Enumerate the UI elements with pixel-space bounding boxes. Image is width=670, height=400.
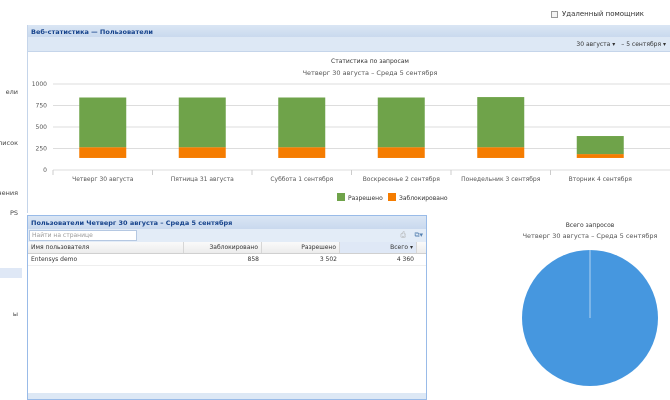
chart-subtitle: Четверг 30 августа – Среда 5 сентября: [303, 69, 438, 77]
bar-allowed: [178, 97, 226, 148]
column-header-blocked[interactable]: Заблокировано: [184, 242, 262, 253]
legend-swatch: [388, 193, 396, 201]
bar-blocked: [278, 147, 326, 158]
web-stats-panel: Веб-статистика — Пользователи 30 августа…: [27, 25, 670, 213]
date-to-dropdown[interactable]: – 5 сентября ▾: [621, 40, 666, 48]
column-header-user[interactable]: Имя пользователя: [28, 242, 184, 253]
y-tick-label: 1000: [32, 81, 47, 88]
sidebar-item[interactable]: ели: [5, 88, 18, 96]
chart-title: Статистика по запросам: [331, 58, 409, 65]
grid-header: Имя пользователя Заблокировано Разрешено…: [28, 242, 426, 254]
export-icon[interactable]: ⧉▾: [414, 231, 423, 239]
cell-user: Entensys demo: [31, 256, 78, 263]
pie-chart: Всего запросов Четверг 30 августа – Сред…: [522, 222, 658, 386]
column-header-total[interactable]: Всего ▾: [340, 242, 417, 253]
sidebar: ели список нения PS ы: [0, 0, 22, 400]
users-grid-panel: Пользователи Четверг 30 августа – Среда …: [27, 215, 427, 400]
table-row[interactable]: Entensys demo 858 3 502 4 360: [28, 254, 426, 266]
x-tick-label: Вторник 4 сентября: [569, 176, 633, 183]
bar-allowed: [79, 97, 127, 148]
print-icon[interactable]: ⎙: [400, 231, 406, 239]
date-from-dropdown[interactable]: 30 августа ▾: [576, 40, 616, 48]
bar-allowed: [377, 97, 425, 148]
panel-toolbar: 30 августа ▾ – 5 сентября ▾: [28, 37, 670, 52]
x-tick-label: Пятница 31 августа: [171, 176, 234, 183]
sidebar-item[interactable]: ы: [12, 310, 18, 318]
y-tick-label: 250: [36, 146, 48, 153]
bar-blocked: [178, 147, 226, 158]
pie-title: Всего запросов: [566, 222, 615, 229]
x-tick-label: Воскресенье 2 сентября: [363, 176, 441, 183]
remote-assistant-checkbox[interactable]: Удаленный помощник: [551, 10, 644, 18]
remote-assistant-label: Удаленный помощник: [562, 10, 645, 18]
bar-allowed: [576, 136, 624, 155]
sidebar-item[interactable]: список: [0, 139, 18, 147]
y-tick-label: 500: [36, 124, 48, 131]
checkbox-icon[interactable]: [551, 10, 558, 18]
pie-subtitle: Четверг 30 августа – Среда 5 сентября: [523, 232, 658, 240]
y-tick-label: 750: [36, 103, 48, 110]
sidebar-selected-item[interactable]: [0, 268, 22, 278]
bar-chart: Статистика по запросам Четверг 30 август…: [32, 58, 670, 202]
legend-label: Заблокировано: [399, 195, 448, 202]
panel-title: Веб-статистика — Пользователи: [28, 25, 670, 37]
x-tick-label: Четверг 30 августа: [72, 176, 134, 183]
legend-swatch: [337, 193, 345, 201]
sidebar-item[interactable]: нения: [0, 189, 18, 197]
bar-blocked: [377, 147, 425, 158]
cell-allowed: 3 502: [319, 256, 337, 263]
cell-blocked: 858: [247, 256, 259, 263]
bar-blocked: [477, 147, 525, 158]
cell-total: 4 360: [396, 256, 414, 263]
bar-blocked: [79, 147, 127, 158]
legend-label: Разрешено: [348, 195, 383, 202]
bar-allowed: [477, 97, 525, 148]
grid-title: Пользователи Четверг 30 августа – Среда …: [28, 216, 426, 229]
y-tick-label: 0: [43, 167, 47, 174]
pagination-toolbar[interactable]: [28, 393, 426, 399]
bar-allowed: [278, 97, 326, 148]
column-header-allowed[interactable]: Разрешено: [262, 242, 340, 253]
search-input[interactable]: Найти на странице: [29, 230, 137, 241]
x-tick-label: Суббота 1 сентября: [270, 176, 333, 183]
sidebar-item[interactable]: PS: [9, 209, 18, 217]
bar-blocked: [576, 154, 624, 158]
x-tick-label: Понедельник 3 сентября: [461, 176, 541, 183]
